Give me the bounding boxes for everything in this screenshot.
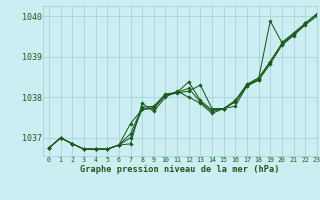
X-axis label: Graphe pression niveau de la mer (hPa): Graphe pression niveau de la mer (hPa) [80, 165, 280, 174]
